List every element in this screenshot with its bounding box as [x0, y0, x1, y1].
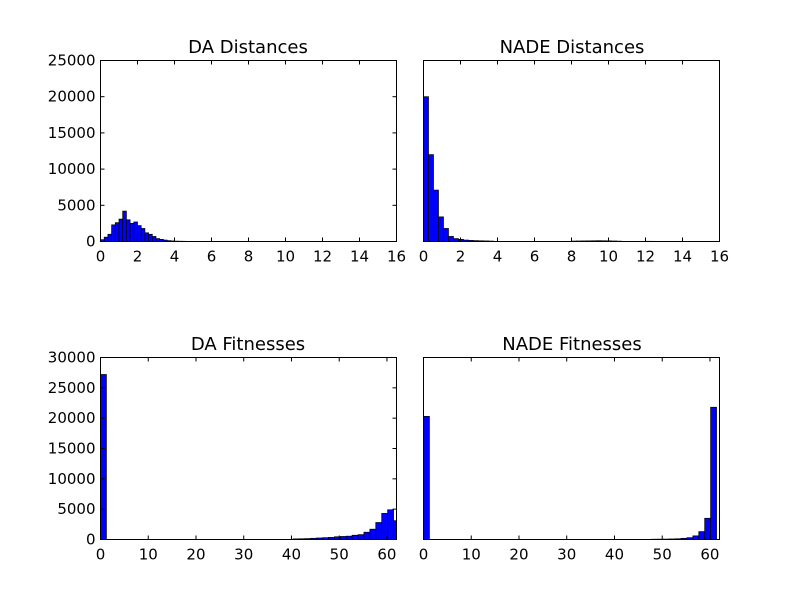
histogram-bar [692, 535, 700, 540]
ticks: 0 10 20 30 40 50 60 0 5000 10000 15000 20000 25000 30… [48, 349, 397, 564]
y-tick-label: 0 [86, 531, 96, 549]
x-tick-label: 60 [700, 546, 719, 564]
histogram-bar [122, 210, 127, 242]
x-tick-label: 50 [330, 546, 349, 564]
plot-frame [423, 357, 720, 540]
x-tick-label: 30 [557, 546, 576, 564]
bars [100, 210, 201, 242]
x-tick-label: 60 [377, 546, 396, 564]
histogram-bar [423, 96, 429, 242]
x-tick-label: 10 [139, 546, 158, 564]
x-tick-label: 8 [567, 248, 577, 266]
x-tick-label: 6 [207, 248, 217, 266]
histogram-bar [710, 406, 717, 540]
y-tick-label: 25000 [48, 52, 96, 70]
histogram-bar [698, 531, 706, 540]
histogram-bar [375, 522, 383, 540]
x-tick-label: 8 [244, 248, 254, 266]
histogram-bar [118, 218, 124, 242]
panel-nade-distances: NADE Distances 0 2 4 6 8 10 12 14 16 [419, 37, 729, 266]
histogram-bar [140, 228, 146, 242]
ticks: 0 2 4 6 8 10 12 14 16 [419, 60, 729, 266]
x-tick-label: 0 [96, 546, 106, 564]
x-tick-label: 10 [462, 546, 481, 564]
histogram-bar [133, 221, 138, 242]
histogram-bar [148, 233, 153, 242]
panel-title: NADE Distances [500, 37, 645, 58]
histogram-bar [144, 232, 149, 242]
x-tick-label: 6 [530, 248, 540, 266]
histogram-bar [137, 225, 142, 242]
ticks: 0 10 20 30 40 50 60 [419, 357, 719, 564]
histogram-bar [129, 223, 135, 242]
x-tick-label: 12 [636, 248, 655, 266]
x-tick-label: 20 [186, 546, 205, 564]
histogram-bar [428, 154, 434, 242]
x-tick-label: 2 [133, 248, 143, 266]
x-tick-label: 30 [234, 546, 253, 564]
histogram-bar [345, 535, 353, 540]
histogram-bar [107, 233, 112, 242]
x-tick-label: 2 [456, 248, 466, 266]
histogram-bar [387, 509, 394, 540]
histogram-bar [151, 236, 157, 242]
histogram-bar [438, 216, 444, 242]
x-tick-label: 40 [282, 546, 301, 564]
y-tick-label: 5000 [57, 196, 95, 214]
x-tick-label: 16 [710, 248, 729, 266]
panel-da-distances: DA Distances 0 2 4 6 8 10 12 14 16 0 5000 10000 1500… [48, 37, 406, 266]
histogram-bar [433, 189, 439, 242]
y-tick-label: 20000 [48, 409, 96, 427]
y-tick-label: 10000 [48, 160, 96, 178]
x-tick-label: 14 [350, 248, 369, 266]
x-tick-label: 50 [653, 546, 672, 564]
x-tick-label: 0 [96, 248, 106, 266]
x-tick-label: 0 [419, 248, 429, 266]
panel-da-fitnesses: DA Fitnesses 0 10 20 30 40 50 60 0 5000 10000 1500… [48, 334, 397, 564]
x-tick-label: 20 [509, 546, 528, 564]
histogram-bar [443, 228, 449, 242]
y-tick-label: 15000 [48, 124, 96, 142]
histogram-bar [103, 236, 109, 242]
histogram-bar [363, 531, 371, 540]
x-tick-label: 10 [276, 248, 295, 266]
y-tick-label: 20000 [48, 88, 96, 106]
histogram-bar [111, 224, 116, 242]
x-tick-label: 40 [605, 546, 624, 564]
y-tick-label: 10000 [48, 470, 96, 488]
x-tick-label: 12 [313, 248, 332, 266]
histogram-bar [100, 374, 107, 540]
y-tick-label: 15000 [48, 440, 96, 458]
histogram-bar [351, 534, 359, 540]
y-tick-label: 30000 [48, 349, 96, 367]
histogram-bar [126, 219, 131, 242]
panel-title: NADE Fitnesses [502, 334, 642, 355]
y-tick-label: 0 [86, 233, 96, 251]
histogram-bar [357, 534, 365, 540]
y-tick-label: 5000 [57, 500, 95, 518]
x-tick-label: 0 [419, 546, 429, 564]
y-tick-label: 25000 [48, 379, 96, 397]
histogram-bar [448, 236, 454, 242]
x-tick-label: 10 [599, 248, 618, 266]
histogram-bar [423, 416, 430, 540]
x-tick-label: 16 [387, 248, 406, 266]
x-tick-label: 14 [673, 248, 692, 266]
x-tick-label: 4 [170, 248, 180, 266]
panel-title: DA Fitnesses [191, 334, 305, 355]
panel-title: DA Distances [188, 37, 308, 58]
panel-nade-fitnesses: NADE Fitnesses 0 10 20 30 40 50 60 [419, 334, 720, 564]
x-tick-label: 4 [493, 248, 503, 266]
ticks: 0 2 4 6 8 10 12 14 16 0 5000 10000 15000 20000 25000 [48, 52, 406, 266]
histogram-bar [114, 222, 120, 242]
histogram-bar [369, 528, 377, 540]
